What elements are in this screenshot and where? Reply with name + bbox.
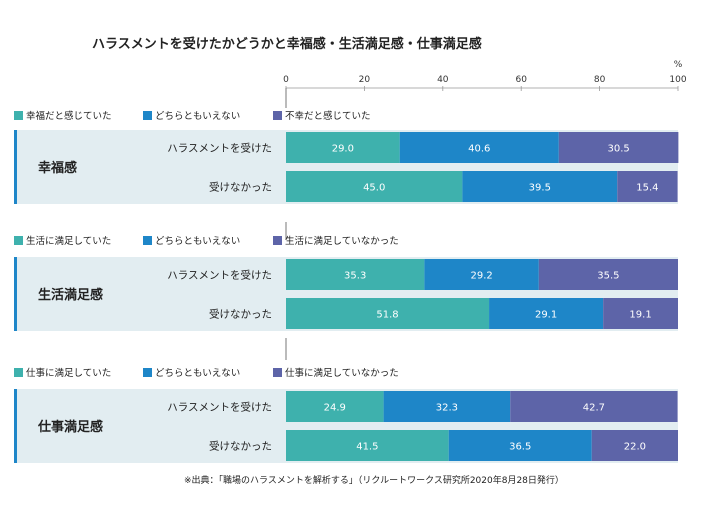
axis-tick-label: 0: [283, 75, 289, 85]
axis-unit: %: [674, 60, 683, 70]
data-label: 15.4: [636, 183, 658, 194]
legend-swatch: [14, 111, 23, 120]
row-label: ハラスメントを受けた: [167, 270, 272, 282]
axis-tick-label: 80: [594, 75, 606, 85]
data-label: 39.5: [529, 183, 551, 194]
bar-segment: [510, 391, 678, 422]
axis-tick-label: 20: [359, 75, 371, 85]
legend-swatch: [143, 368, 152, 377]
bar-segment: [603, 298, 678, 329]
data-label: 51.8: [376, 310, 398, 321]
bar-segment: [286, 391, 384, 422]
group-label: 仕事満足感: [37, 419, 103, 435]
bar-segment: [538, 259, 678, 290]
legend-label: 生活に満足していなかった: [285, 235, 399, 247]
bar-segment: [286, 298, 490, 329]
bar-segment: [591, 430, 678, 461]
legend-label: 仕事に満足していた: [26, 367, 111, 379]
bar-segment: [489, 298, 604, 329]
data-label: 30.5: [607, 144, 629, 155]
legend-label: 仕事に満足していなかった: [285, 367, 399, 379]
bar-groups: 幸福だと感じていた どちらともいえない 不幸だと感じていた幸福感ハラスメントを受けた…: [14, 110, 679, 463]
axis-tick-label: 100: [669, 75, 686, 85]
chart-title: ハラスメントを受けたかどうかと幸福感・生活満足感・仕事満足感: [92, 36, 482, 52]
bar-segment: [448, 430, 592, 461]
data-label: 40.6: [468, 144, 490, 155]
row-label: ハラスメントを受けた: [167, 143, 272, 155]
bar-segment: [383, 391, 511, 422]
data-label: 41.5: [356, 442, 378, 453]
bar-segment: [286, 430, 449, 461]
bar-segment: [286, 132, 400, 163]
legend-label: 幸福だと感じていた: [26, 110, 112, 122]
bar-segment: [424, 259, 539, 290]
bar-segment: [558, 132, 679, 163]
legend-swatch: [143, 236, 152, 245]
bar-segment: [399, 132, 559, 163]
row-label: ハラスメントを受けた: [167, 402, 272, 414]
data-label: 19.1: [629, 310, 651, 321]
data-label: 45.0: [363, 183, 385, 194]
data-label: 36.5: [509, 442, 531, 453]
bar-segment: [617, 171, 678, 202]
row-label: 受けなかった: [209, 309, 272, 321]
data-label: 22.0: [624, 442, 646, 453]
legend-label: どちらともいえない: [155, 368, 240, 379]
data-label: 35.3: [344, 271, 366, 282]
axis: % 0 20 40 60 80 100: [283, 60, 687, 360]
group-accent: [14, 257, 17, 331]
legend-swatch: [143, 111, 152, 120]
data-label: 24.9: [324, 403, 346, 414]
axis-tick-label: 40: [437, 75, 449, 85]
bar-segment: [462, 171, 618, 202]
legend-swatch: [273, 111, 282, 120]
row-label: 受けなかった: [209, 441, 272, 453]
legend-swatch: [14, 368, 23, 377]
bar-segment: [286, 259, 425, 290]
group-label: 幸福感: [38, 160, 77, 176]
axis-tick-label: 60: [515, 75, 527, 85]
row-label: 受けなかった: [209, 182, 272, 194]
legend-label: 不幸だと感じていた: [285, 110, 371, 122]
bar-segment: [286, 171, 463, 202]
data-label: 32.3: [436, 403, 458, 414]
group-accent: [14, 389, 17, 463]
group-accent: [14, 130, 17, 204]
legend-label: 生活に満足していた: [26, 235, 111, 247]
data-label: 29.0: [332, 144, 354, 155]
data-label: 29.1: [535, 310, 557, 321]
source-note: ※出典：「職場のハラスメントを解析する」（リクルートワークス研究所2020年8月…: [184, 474, 564, 486]
legend-swatch: [273, 236, 282, 245]
legend-label: どちらともいえない: [155, 111, 240, 122]
legend-swatch: [14, 236, 23, 245]
data-label: 35.5: [597, 271, 619, 282]
group-label: 生活満足感: [38, 287, 103, 303]
data-label: 42.7: [583, 403, 605, 414]
data-label: 29.2: [470, 271, 492, 282]
legend-swatch: [273, 368, 282, 377]
legend-label: どちらともいえない: [155, 236, 240, 247]
